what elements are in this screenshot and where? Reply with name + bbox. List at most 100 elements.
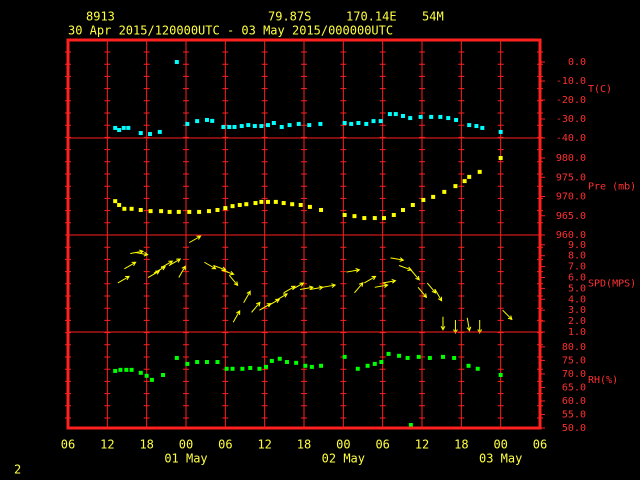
point	[223, 206, 228, 211]
point	[138, 207, 143, 212]
latitude: 79.87S	[268, 10, 311, 24]
point	[408, 423, 413, 428]
point	[307, 204, 312, 209]
point	[129, 206, 134, 211]
y-tick-label: 970.0	[556, 192, 586, 203]
wind-arrow	[168, 258, 182, 266]
point	[144, 373, 149, 378]
point	[427, 355, 432, 360]
point	[129, 367, 134, 372]
point	[342, 354, 347, 359]
wind-arrow	[275, 293, 288, 301]
point	[253, 201, 258, 206]
point	[244, 202, 249, 207]
point	[397, 353, 402, 358]
y-tick-label: 3.0	[568, 305, 586, 316]
point	[498, 129, 503, 134]
point	[271, 120, 276, 125]
point	[273, 199, 278, 204]
y-tick-label: 6.0	[568, 273, 586, 284]
y-tick-label: -40.0	[556, 133, 586, 144]
point	[319, 363, 324, 368]
point	[246, 123, 251, 128]
point	[442, 189, 447, 194]
point	[356, 120, 361, 125]
point	[230, 366, 235, 371]
y-tick-label: -20.0	[556, 95, 586, 106]
day-label: 03 May	[479, 452, 522, 466]
wind-arrow	[502, 309, 513, 321]
wind-arrow	[204, 261, 217, 270]
wind-arrow	[160, 260, 174, 269]
point	[227, 124, 232, 129]
point	[454, 117, 459, 122]
point	[126, 125, 131, 130]
wind-arrow	[382, 278, 397, 284]
point	[122, 206, 127, 211]
point	[408, 116, 413, 121]
x-tick-label: 06	[218, 438, 232, 452]
longitude: 170.14E	[346, 10, 397, 24]
point	[121, 125, 126, 130]
point	[372, 361, 377, 366]
wind-arrow	[374, 283, 389, 288]
point	[138, 370, 143, 375]
marks	[113, 60, 513, 428]
y-tick-label: 60.0	[562, 396, 586, 407]
wind-arrow	[346, 268, 361, 273]
point	[157, 129, 162, 134]
point	[296, 121, 301, 126]
point	[113, 199, 118, 204]
point	[294, 360, 299, 365]
point	[279, 124, 284, 129]
point	[174, 60, 179, 65]
panel-label: Pre (mb)	[588, 182, 636, 193]
x-tick-label: 00	[493, 438, 507, 452]
point	[117, 202, 122, 207]
wind-arrow	[410, 269, 420, 281]
point	[277, 356, 282, 361]
point	[206, 209, 211, 214]
point	[187, 209, 192, 214]
point	[284, 360, 289, 365]
grid-cross	[143, 51, 150, 419]
x-tick-label: 18	[297, 438, 311, 452]
panel-label: SPD(MPS)	[588, 279, 636, 290]
wind-arrow	[251, 301, 261, 313]
point	[159, 209, 164, 214]
point	[429, 114, 434, 119]
point	[452, 355, 457, 360]
wind-arrow	[228, 275, 239, 287]
point	[372, 216, 377, 221]
point	[118, 367, 123, 372]
point	[498, 372, 503, 377]
grid-cross	[261, 51, 268, 419]
point	[386, 351, 391, 356]
point	[400, 207, 405, 212]
y-tick-label: 1.0	[568, 327, 586, 338]
point	[477, 169, 482, 174]
point	[467, 123, 472, 128]
point	[387, 112, 392, 117]
point	[342, 212, 347, 217]
point	[210, 118, 215, 123]
y-tick-label: 7.0	[568, 262, 586, 273]
point	[391, 212, 396, 217]
point	[117, 128, 122, 133]
point	[215, 207, 220, 212]
point	[195, 360, 200, 365]
point	[379, 360, 384, 365]
point	[446, 116, 451, 121]
point	[185, 121, 190, 126]
grid-cross	[104, 51, 111, 419]
y-tick-label: 75.0	[562, 355, 586, 366]
wind-arrow	[398, 265, 413, 272]
point	[232, 124, 237, 129]
grid-cross	[379, 51, 386, 419]
wind-arrow	[232, 310, 241, 323]
point	[462, 179, 467, 184]
point	[252, 124, 257, 129]
point	[161, 372, 166, 377]
point	[287, 123, 292, 128]
wind-arrow	[322, 283, 337, 288]
